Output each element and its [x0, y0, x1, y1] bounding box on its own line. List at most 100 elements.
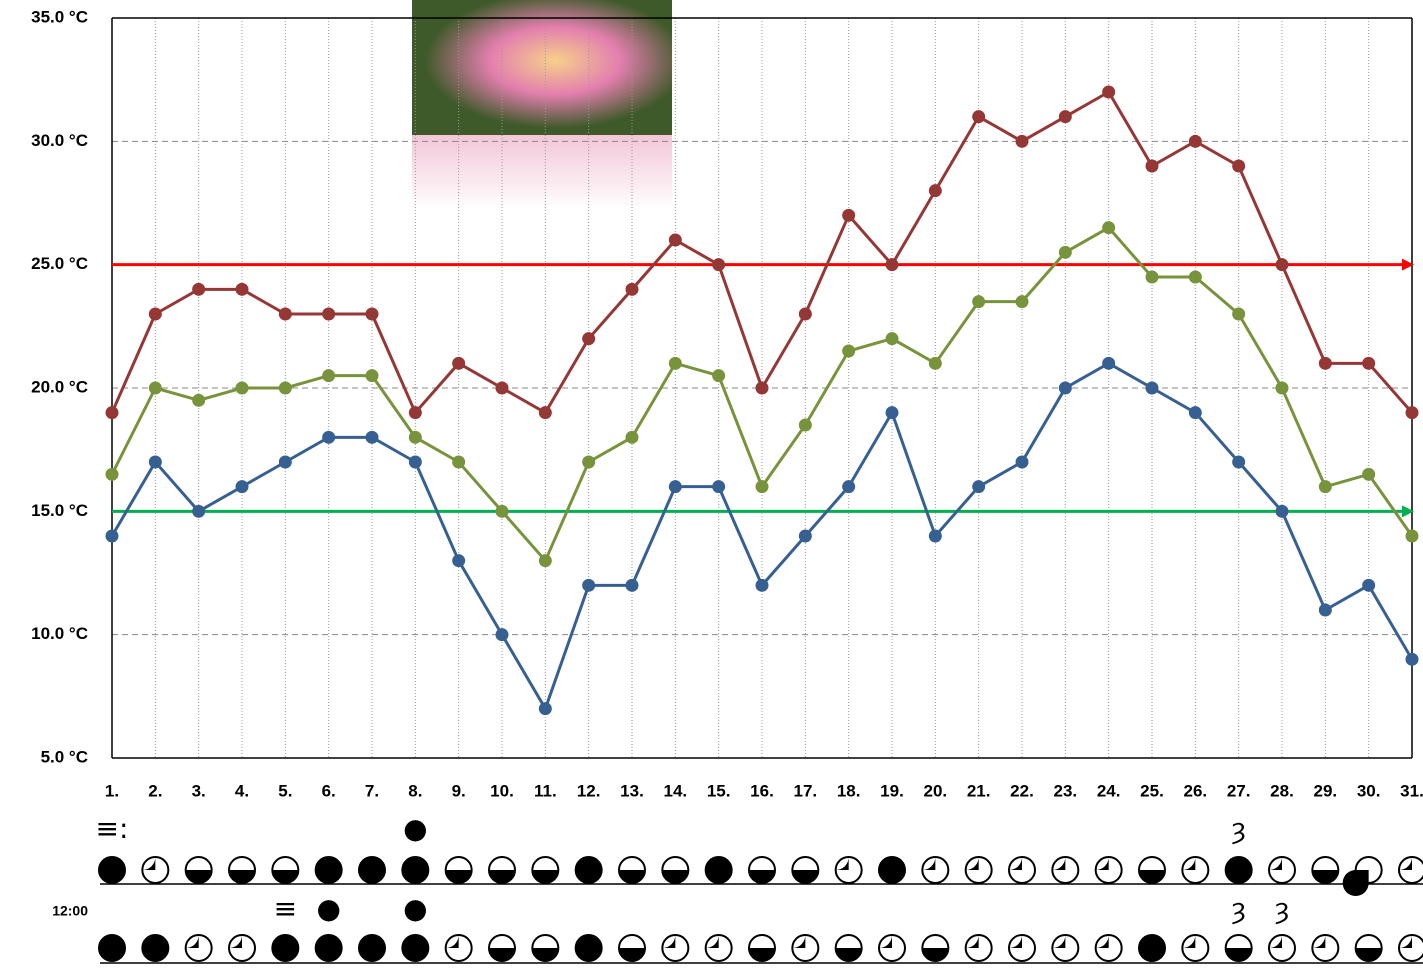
cloud-cover	[359, 857, 385, 883]
data-point	[669, 357, 682, 370]
data-point	[669, 234, 682, 247]
cloud-cover	[1139, 857, 1165, 883]
cloud-cover	[532, 935, 558, 961]
cloud-cover	[879, 857, 905, 883]
cover-fill	[1139, 870, 1165, 883]
data-point	[626, 431, 639, 444]
data-point	[972, 480, 985, 493]
cover-fill	[792, 870, 818, 883]
cloud-cover	[1356, 935, 1382, 961]
data-point	[756, 579, 769, 592]
cloud-cover	[749, 857, 775, 883]
data-point	[1362, 357, 1375, 370]
cloud-cover	[1312, 935, 1338, 961]
cover-fill	[142, 935, 168, 961]
data-point	[279, 308, 292, 321]
cloud-cover	[576, 857, 602, 883]
cover-fill	[1226, 948, 1252, 961]
x-tick-label: 3.	[192, 781, 206, 800]
data-point	[842, 480, 855, 493]
x-tick-label: 26.	[1184, 781, 1208, 800]
x-tick-label: 21.	[967, 781, 991, 800]
cloud-cover	[1052, 935, 1078, 961]
cloud-cover	[1226, 935, 1252, 961]
data-point	[192, 283, 205, 296]
y-tick-label: 20.0 °C	[31, 377, 88, 396]
y-tick-label: 30.0 °C	[31, 131, 88, 150]
cloud-cover	[1399, 935, 1423, 961]
data-point	[1319, 357, 1332, 370]
data-point	[279, 382, 292, 395]
data-point	[236, 480, 249, 493]
data-point	[409, 406, 422, 419]
data-point	[756, 480, 769, 493]
weather-symbol: ●	[316, 892, 340, 925]
cover-fill	[619, 870, 645, 883]
cloud-cover	[229, 935, 255, 961]
x-tick-label: 20.	[924, 781, 948, 800]
data-point	[409, 456, 422, 469]
x-tick-label: 7.	[365, 781, 379, 800]
cover-fill	[1226, 857, 1252, 883]
data-point	[1146, 160, 1159, 173]
data-point	[106, 406, 119, 419]
data-point	[1406, 653, 1419, 666]
y-tick-label: 35.0 °C	[31, 7, 88, 26]
x-tick-label: 18.	[837, 781, 861, 800]
data-point	[669, 480, 682, 493]
x-tick-label: 6.	[322, 781, 336, 800]
data-point	[626, 579, 639, 592]
cloud-cover	[316, 935, 342, 961]
weather-symbol: ȝ	[1275, 892, 1290, 925]
y-tick-label: 10.0 °C	[31, 624, 88, 643]
cloud-cover	[706, 935, 732, 961]
cloud-cover	[792, 935, 818, 961]
weather-symbol: ≡:	[96, 812, 129, 845]
x-tick-label: 29.	[1314, 781, 1338, 800]
data-point	[1362, 468, 1375, 481]
x-tick-label: 11.	[534, 781, 557, 800]
data-point	[1059, 382, 1072, 395]
cover-fill	[749, 870, 775, 883]
cover-fill	[532, 948, 558, 961]
cloud-cover	[402, 935, 428, 961]
cloud-cover	[1269, 935, 1295, 961]
data-point	[452, 554, 465, 567]
cloud-cover	[446, 857, 472, 883]
cloud-cover	[576, 935, 602, 961]
data-point	[1189, 406, 1202, 419]
data-point	[1016, 135, 1029, 148]
x-tick-label: 13.	[620, 781, 644, 800]
cover-fill	[1139, 935, 1165, 961]
data-point	[192, 394, 205, 407]
cover-fill	[489, 870, 515, 883]
cover-fill	[99, 935, 125, 961]
cloud-cover	[272, 857, 298, 883]
cover-fill	[879, 857, 905, 883]
cloud-cover	[619, 857, 645, 883]
x-tick-label: 31.	[1400, 781, 1423, 800]
cover-fill	[359, 935, 385, 961]
x-tick-label: 22.	[1010, 781, 1034, 800]
cloud-cover	[229, 857, 255, 883]
cover-fill	[316, 935, 342, 961]
weather-symbol: ●	[403, 892, 427, 925]
data-point	[799, 308, 812, 321]
data-point	[1102, 221, 1115, 234]
cloud-cover	[142, 857, 168, 883]
data-point	[929, 357, 942, 370]
x-tick-label: 16.	[750, 781, 774, 800]
cloud-cover	[792, 857, 818, 883]
cloud-cover	[922, 935, 948, 961]
x-tick-label: 17.	[794, 781, 818, 800]
data-point	[712, 258, 725, 271]
series-line	[112, 363, 1412, 708]
cloud-cover	[1139, 935, 1165, 961]
x-tick-label: 8.	[408, 781, 422, 800]
data-point	[929, 184, 942, 197]
cloud-cover	[706, 857, 732, 883]
data-point	[1406, 406, 1419, 419]
x-tick-label: 5.	[278, 781, 292, 800]
x-tick-label: 15.	[707, 781, 731, 800]
weather-symbol: ●	[403, 812, 427, 845]
